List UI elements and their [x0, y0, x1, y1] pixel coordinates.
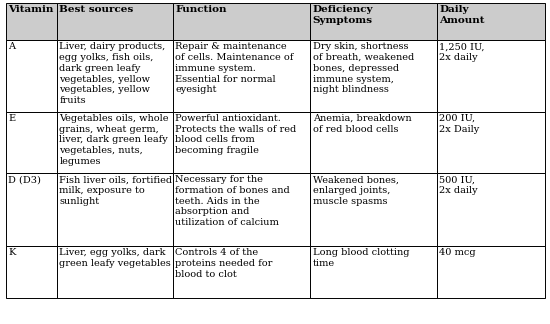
Bar — [57, 3, 173, 40]
Text: Liver, dairy products,
egg yolks, fish oils,
dark green leafy
vegetables, yellow: Liver, dairy products, egg yolks, fish o… — [59, 42, 166, 105]
Text: Repair & maintenance
of cells. Maintenance of
immune system.
Essential for norma: Repair & maintenance of cells. Maintenan… — [175, 42, 294, 94]
Bar — [437, 40, 544, 112]
Bar — [310, 173, 437, 246]
Text: 1,250 IU,
2x daily: 1,250 IU, 2x daily — [439, 42, 485, 62]
Text: Liver, egg yolks, dark
green leafy vegetables: Liver, egg yolks, dark green leafy veget… — [59, 248, 171, 268]
Bar — [57, 40, 173, 112]
Text: Vegetables oils, whole
grains, wheat germ,
liver, dark green leafy
vegetables, n: Vegetables oils, whole grains, wheat ger… — [59, 114, 169, 166]
Text: 500 IU,
2x daily: 500 IU, 2x daily — [439, 175, 478, 195]
Bar — [6, 173, 57, 246]
Bar — [57, 173, 173, 246]
Bar — [310, 246, 437, 298]
Text: 200 IU,
2x Daily: 200 IU, 2x Daily — [439, 114, 480, 134]
Text: D (D3): D (D3) — [8, 175, 41, 184]
Text: Vitamin: Vitamin — [8, 5, 54, 14]
Text: E: E — [8, 114, 15, 123]
Text: 40 mcg: 40 mcg — [439, 248, 476, 257]
Text: Anemia, breakdown
of red blood cells: Anemia, breakdown of red blood cells — [313, 114, 411, 134]
Text: Deficiency
Symptoms: Deficiency Symptoms — [313, 5, 373, 25]
Text: Dry skin, shortness
of breath, weakened
bones, depressed
immune system,
night bl: Dry skin, shortness of breath, weakened … — [313, 42, 414, 94]
Text: Function: Function — [175, 5, 227, 14]
Text: Best sources: Best sources — [59, 5, 134, 14]
Text: Powerful antioxidant.
Protects the walls of red
blood cells from
becoming fragil: Powerful antioxidant. Protects the walls… — [175, 114, 296, 155]
Text: Long blood clotting
time: Long blood clotting time — [313, 248, 409, 268]
Bar — [173, 3, 310, 40]
Bar — [173, 112, 310, 173]
Bar — [173, 246, 310, 298]
Bar — [437, 173, 544, 246]
Bar — [437, 112, 544, 173]
Bar — [57, 246, 173, 298]
Bar — [173, 173, 310, 246]
Bar — [310, 40, 437, 112]
Bar — [6, 40, 57, 112]
Text: Controls 4 of the
proteins needed for
blood to clot: Controls 4 of the proteins needed for bl… — [175, 248, 273, 279]
Bar — [437, 3, 544, 40]
Bar — [173, 40, 310, 112]
Text: A: A — [8, 42, 15, 51]
Bar — [57, 112, 173, 173]
Bar — [310, 3, 437, 40]
Bar — [310, 112, 437, 173]
Bar — [6, 3, 57, 40]
Bar — [437, 246, 544, 298]
Text: Fish liver oils, fortified
milk, exposure to
sunlight: Fish liver oils, fortified milk, exposur… — [59, 175, 173, 206]
Bar — [6, 112, 57, 173]
Text: Necessary for the
formation of bones and
teeth. Aids in the
absorption and
utili: Necessary for the formation of bones and… — [175, 175, 290, 227]
Text: Daily
Amount: Daily Amount — [439, 5, 485, 25]
Text: Weakened bones,
enlarged joints,
muscle spasms: Weakened bones, enlarged joints, muscle … — [313, 175, 399, 206]
Bar — [6, 246, 57, 298]
Text: K: K — [8, 248, 15, 257]
